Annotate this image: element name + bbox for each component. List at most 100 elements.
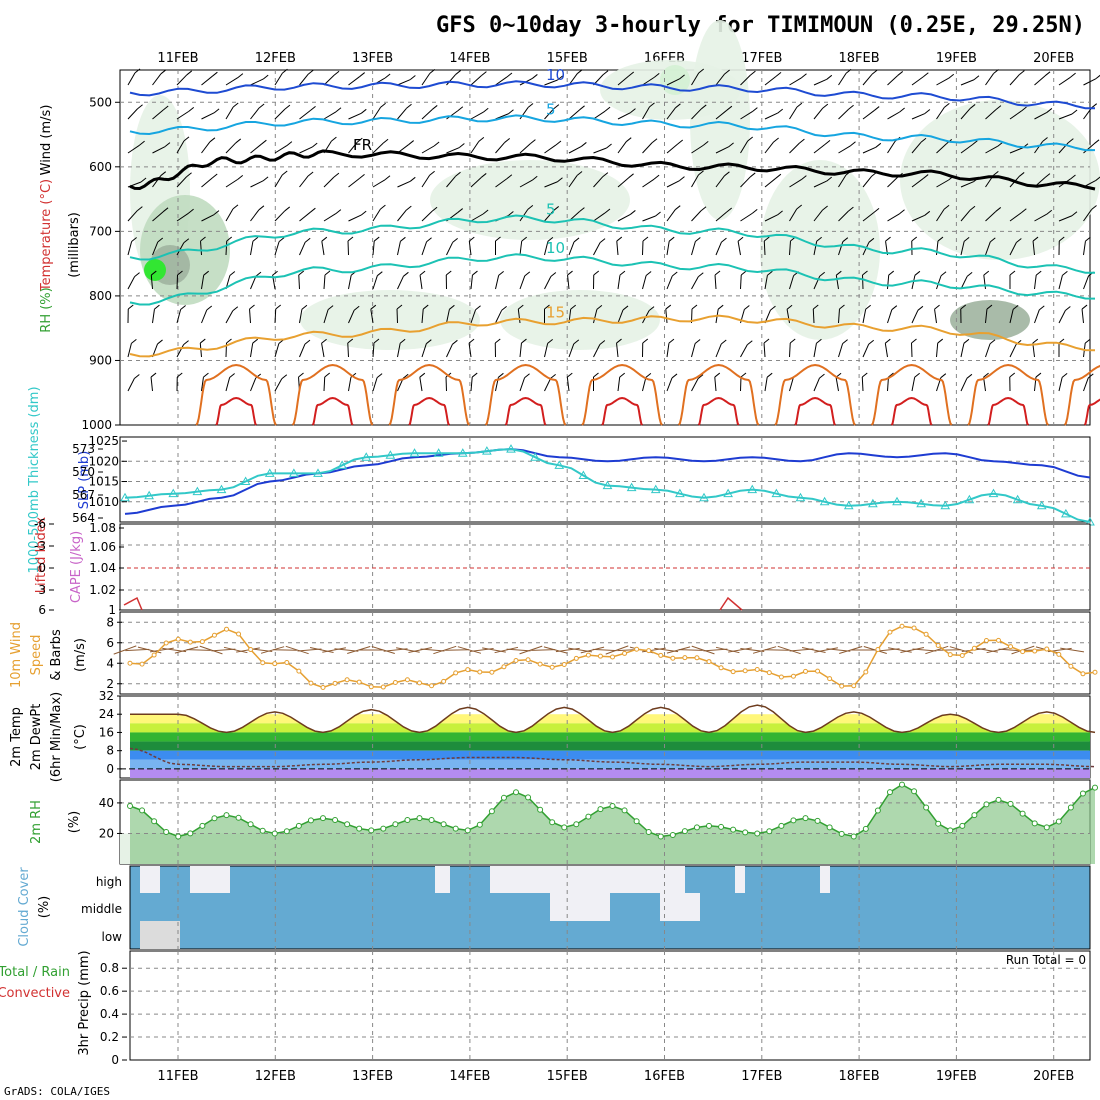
wind-barb-flag — [604, 106, 611, 112]
wind-barb — [397, 343, 401, 358]
y-tick-label: 570 — [72, 465, 95, 479]
wind-barb — [470, 111, 484, 120]
wind-barb — [274, 210, 286, 222]
wind-speed-point — [272, 661, 278, 667]
wind-barb — [715, 109, 728, 120]
wind-barb — [176, 74, 188, 86]
wind-barb-flag — [433, 141, 440, 147]
wind-barb-flag — [1062, 271, 1068, 276]
wind-barb-flag — [668, 236, 675, 242]
y-tick-label: 24 — [99, 707, 114, 721]
wind-barb — [1081, 309, 1084, 324]
wind-speed-point — [718, 665, 724, 671]
wind-barb-flag — [697, 272, 704, 278]
wind-barb — [740, 212, 753, 222]
cape-label: CAPE (J/kg) — [69, 531, 84, 603]
wind-barb-flag — [272, 270, 278, 276]
wind-barb — [372, 142, 384, 154]
wind-barb-flag — [766, 372, 773, 378]
wind-barb-flag — [321, 338, 327, 344]
thickness-marker — [771, 488, 782, 498]
wind-barb — [862, 146, 876, 154]
wind-barb — [789, 142, 800, 154]
wind-barb-flag — [671, 373, 678, 379]
rh2m-point — [283, 828, 290, 835]
wind-barb — [593, 176, 604, 188]
wind-barb-10m — [309, 647, 334, 653]
wind-barb — [911, 275, 916, 290]
wind-barb — [813, 180, 827, 188]
wind-barb — [419, 275, 423, 290]
wind-barb — [421, 73, 431, 86]
wind-barb-flag — [409, 176, 416, 182]
wind-barb-flag — [1070, 174, 1076, 180]
wind-barb-flag — [835, 270, 842, 276]
rh2m-point — [1043, 824, 1050, 831]
cloud-row-label: low — [102, 930, 123, 944]
y-tick-label: 20 — [99, 826, 114, 840]
wind-barb — [446, 242, 454, 256]
wind-barb-flag — [550, 272, 557, 277]
wind-barb — [519, 143, 531, 154]
wind-barb — [1009, 309, 1014, 324]
rh-shading — [430, 160, 630, 240]
wind-barb — [740, 111, 753, 120]
wind-barb-flag — [593, 372, 599, 378]
wind-barb — [789, 240, 791, 256]
wind-speed-point — [489, 669, 495, 675]
rh2m-point — [1031, 820, 1038, 827]
wind-speed-point — [1032, 648, 1038, 654]
precip-frame — [129, 950, 1091, 1061]
wind-barb-flag — [888, 372, 894, 378]
wind-barb-flag — [940, 271, 947, 277]
wind-speed-point — [224, 626, 229, 632]
wind-barb-flag — [966, 272, 973, 277]
rh2m-point — [513, 789, 519, 796]
cloud-row-label: middle — [81, 902, 122, 916]
wind-barb — [544, 210, 555, 222]
wind-barb — [470, 141, 480, 154]
wind-barb-flag — [553, 206, 559, 211]
hot-contour — [774, 363, 856, 426]
wind-barb-flag — [665, 304, 672, 310]
wind-barb-flag — [826, 74, 833, 80]
y-tick-label: -6 — [34, 517, 46, 531]
wind-barb-flag — [298, 270, 305, 276]
temp-y-ticks: 32 24 16 8 0 — [99, 689, 122, 776]
wind-barb-flag — [370, 304, 377, 310]
wind-speed-point — [790, 673, 796, 679]
wind-barb-flag — [1093, 139, 1100, 145]
wind-barb — [911, 214, 925, 222]
wind-barb — [225, 208, 234, 222]
hot-contour — [870, 363, 953, 426]
wind-barb-flag — [816, 236, 822, 242]
wind-barb-flag — [508, 211, 514, 216]
wind-barb-flag — [281, 170, 288, 176]
wind-barb-10m — [457, 646, 482, 654]
wind-barb-flag — [203, 372, 209, 378]
wind-barb-flag — [183, 136, 190, 142]
wind-barb-flag — [1042, 137, 1048, 142]
wind-barb-flag — [419, 270, 426, 276]
footer-credit: GrADS: COLA/IGES — [4, 1085, 110, 1098]
wind-barb — [1083, 143, 1095, 154]
wind-speed-point — [573, 655, 579, 661]
wind-speed-point — [1044, 646, 1050, 652]
wind-barb — [372, 377, 378, 392]
wind-barb — [568, 241, 575, 256]
rh2m-point — [404, 816, 411, 823]
wind-barb-flag — [924, 109, 931, 114]
very-hot-contour — [408, 396, 451, 426]
wind-barb — [666, 377, 673, 392]
wind-barb-flag — [648, 306, 655, 312]
wind-barb — [568, 73, 578, 86]
rh2m-point — [935, 820, 942, 827]
thickness-marker — [361, 452, 372, 461]
wind-barb-flag — [770, 305, 776, 311]
hot-contour — [195, 363, 277, 426]
wind-barb — [764, 112, 778, 120]
wind-barb — [397, 180, 411, 188]
wind-barb-10m — [839, 646, 863, 654]
wind-barb-flag — [602, 172, 609, 177]
wind-speed-point — [139, 661, 145, 667]
